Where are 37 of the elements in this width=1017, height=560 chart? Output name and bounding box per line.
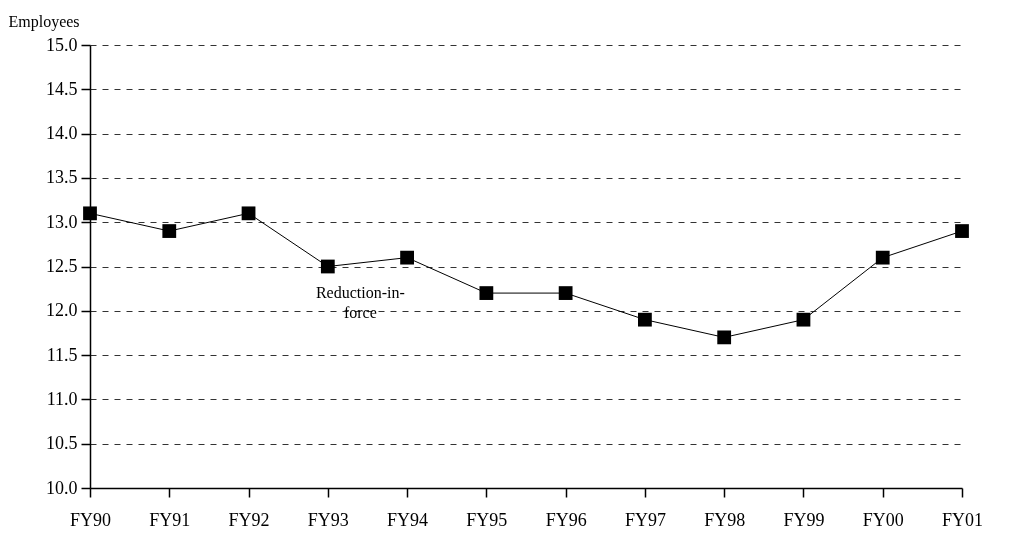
point [241,206,256,221]
y-tick-label: 11.0 [46,388,78,409]
y-tick-label: 15.0 [46,34,78,55]
point [400,250,414,265]
x-tick-label: FY96 [545,509,587,530]
y-axis-title: Employees [8,12,80,31]
y-tick-label: 11.5 [46,344,78,365]
point [717,330,732,345]
x-tick-label: FY00 [862,509,904,530]
point [955,224,969,238]
y-tick-label: 13.5 [46,167,78,188]
x-tick-label: FY01 [941,509,984,530]
y-tick-label: 13.0 [46,211,78,232]
x-tick-label: FY94 [387,509,429,530]
x-tick-label: FY99 [783,509,825,530]
point [320,259,335,274]
y-tick-label: 14.5 [46,78,78,99]
x-tick-label: FY97 [624,509,666,530]
y-tick-label: 10.5 [46,433,78,454]
point [796,312,811,327]
point [638,312,652,327]
y-tick-label: 12.5 [46,256,78,276]
point [162,224,177,238]
point [558,286,573,300]
x-tick-label: FY98 [704,509,746,530]
x-tick-label: FY90 [69,509,112,530]
y-tick-label: 10.0 [46,477,78,498]
annotation: Reduction-in-force [315,284,405,322]
x-tick-label: FY92 [228,509,270,530]
x-tick-label: FY91 [149,509,191,530]
x-tick-label: FY93 [307,509,349,530]
point [875,250,890,265]
point [479,286,494,300]
y-tick-label: 14.0 [46,123,78,144]
y-tick-label: 12.0 [46,300,78,321]
x-tick-label: FY95 [466,509,508,530]
point [83,206,97,221]
